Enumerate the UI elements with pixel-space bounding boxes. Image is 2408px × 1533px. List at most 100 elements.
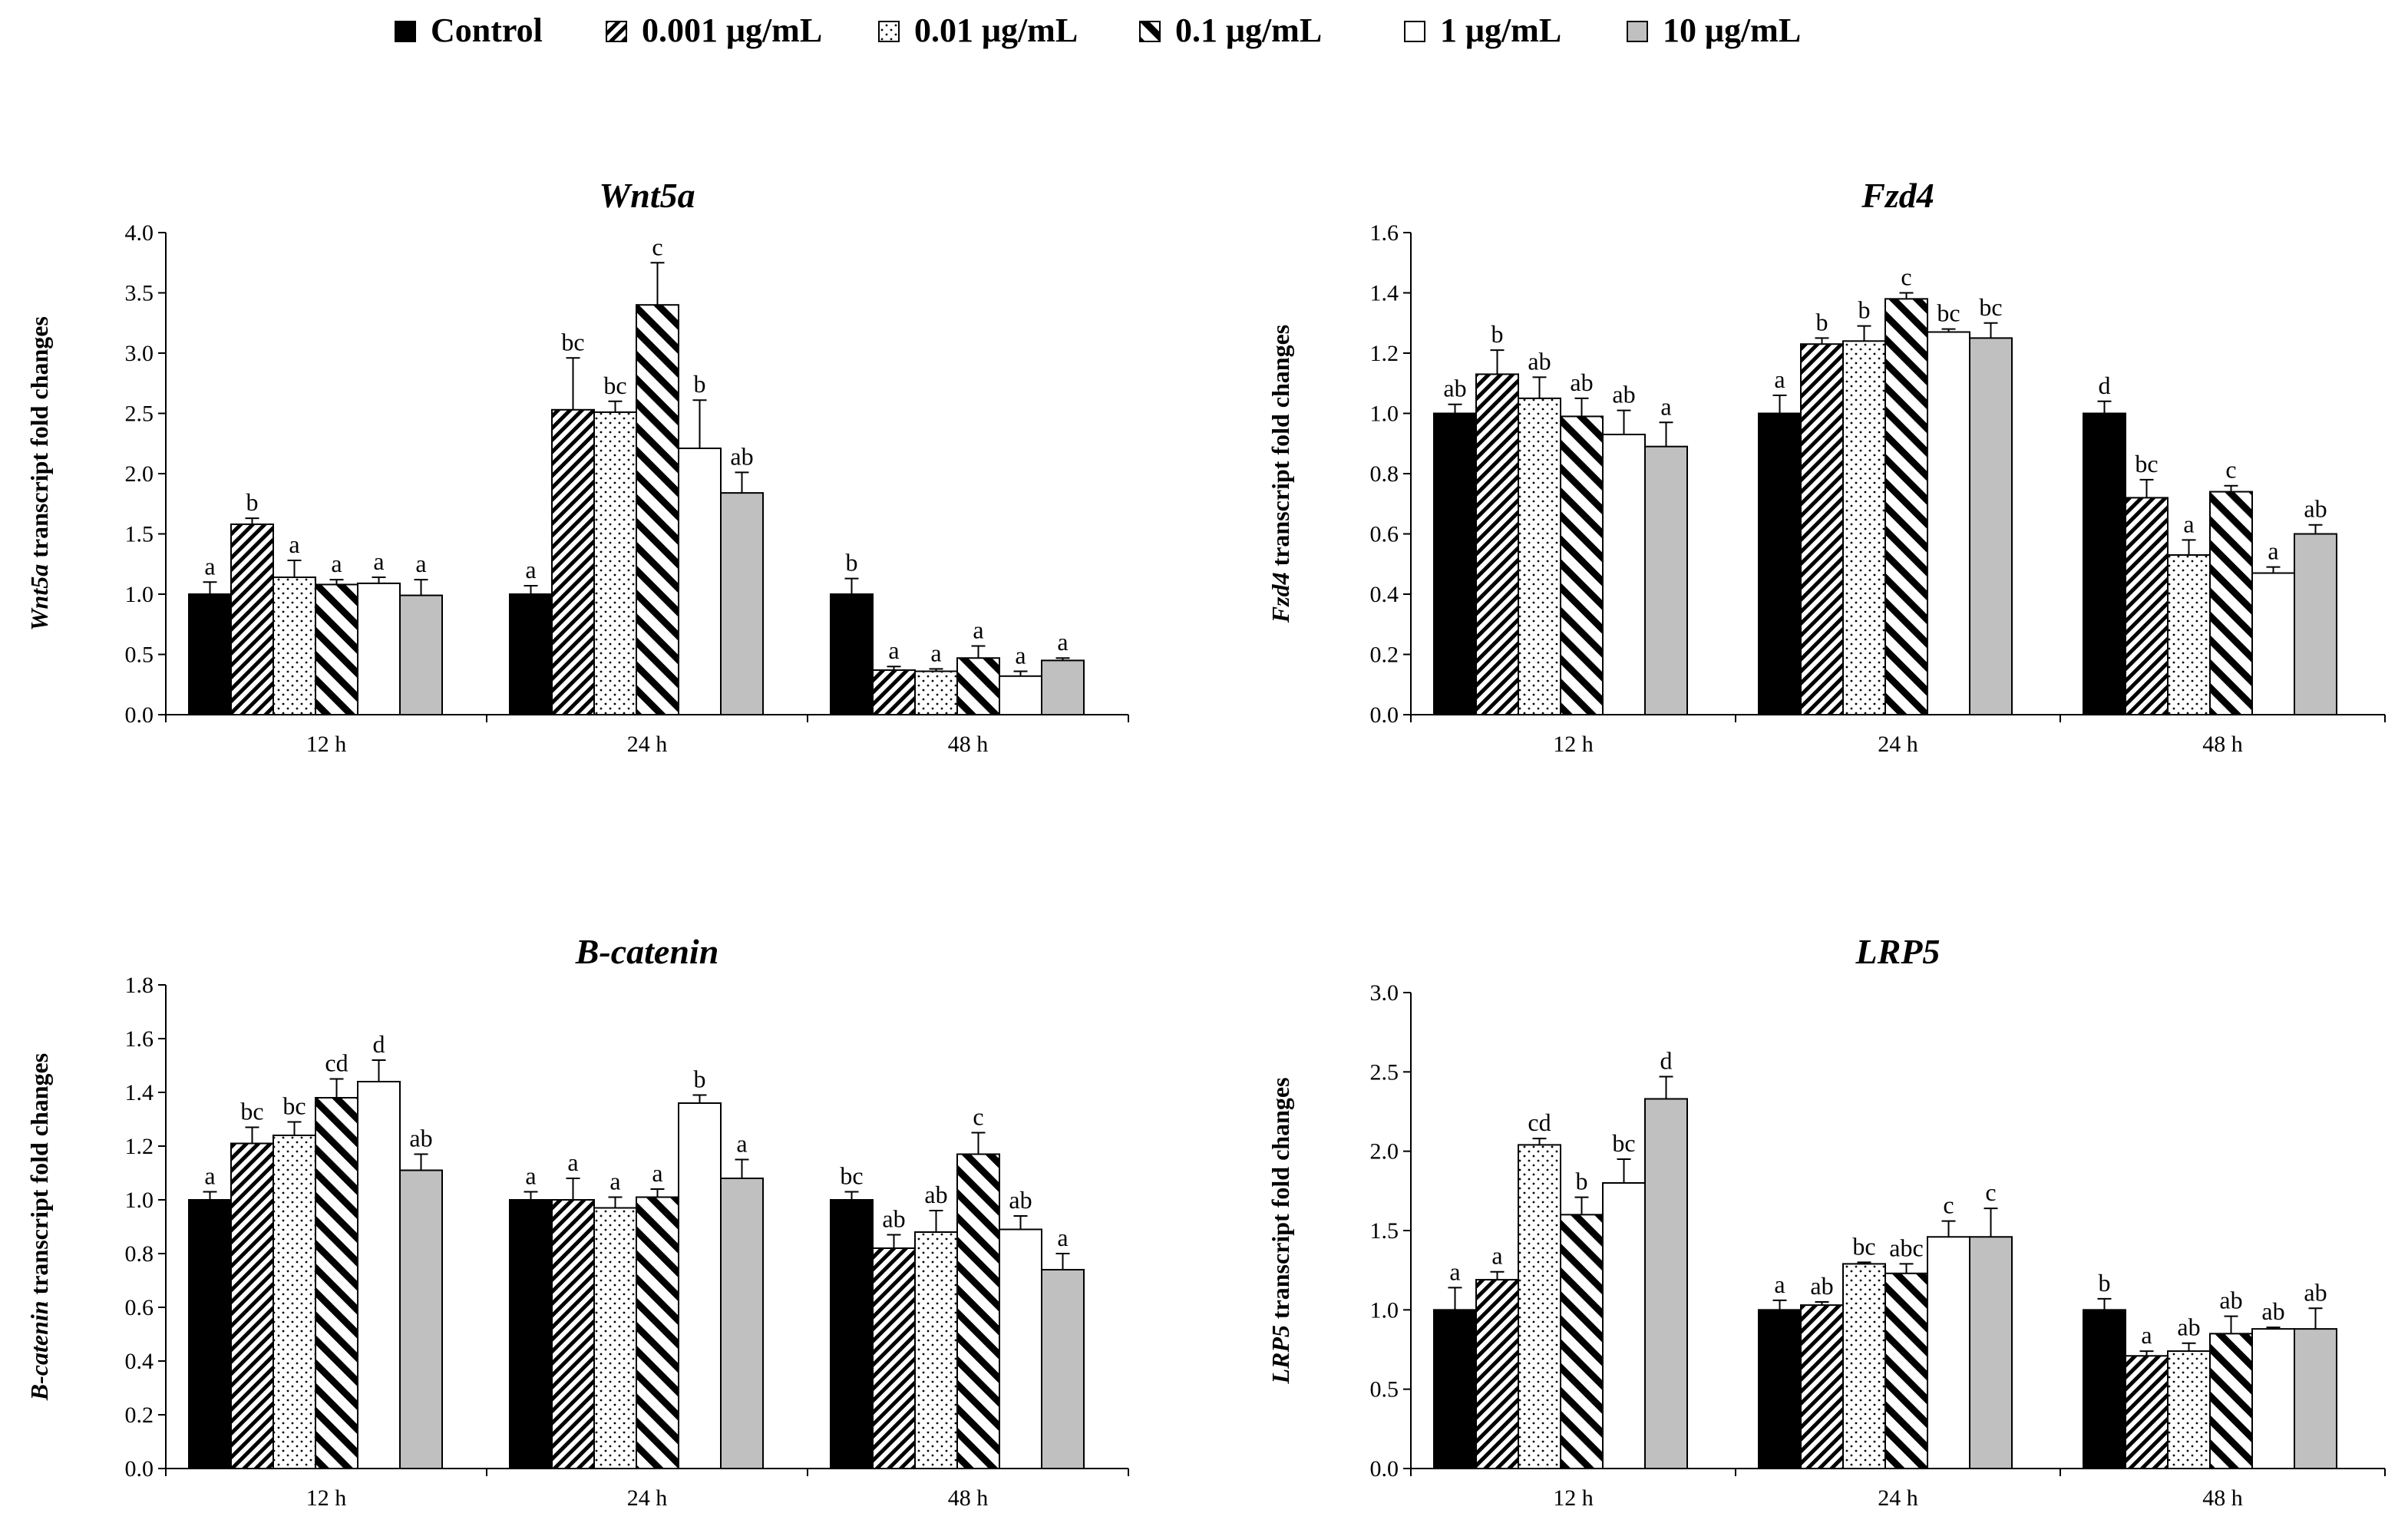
y-tick-label: 0.5 [125,643,154,668]
legend-label: 0.001 μg/mL [642,12,822,49]
significance-label: c [1943,1191,1954,1219]
legend-label: 0.1 μg/mL [1175,12,1322,49]
significance-label: bc [1612,1129,1635,1157]
x-tick-label-48-h: 48 h [948,732,989,757]
significance-label: ab [1612,381,1635,408]
y-tick-label: 2.0 [1370,1139,1399,1165]
bar-b-catenin-48-h-10-g-ml [1041,1269,1085,1469]
bar-fzd4-24-h-control [1758,412,1802,715]
legend-swatch [1627,21,1648,42]
bar-fzd4-24-h-0-01-g-ml [1842,340,1886,716]
significance-label: b [246,488,259,516]
significance-label: a [2141,1321,2152,1349]
bar-lrp5-48-h-0-1-g-ml [2209,1333,2253,1469]
x-tick-label-48-h: 48 h [948,1485,989,1511]
chart-fzd4: Fzd4 Fzd4 transcript fold changes 0.0 0.2 0.… [1267,176,2386,757]
chart-title: Fzd4 [1861,176,1934,215]
legend-swatch [395,21,416,42]
bar-fzd4-24-h-10-g-ml [1969,337,2013,715]
chart-title: Wnt5a [599,176,695,215]
significance-label: a [415,550,426,577]
x-tick-label-12-h: 12 h [1553,1485,1594,1511]
significance-label: ab [924,1181,947,1208]
legend-swatch [1139,21,1161,42]
y-tick-label: 1.4 [1370,281,1399,306]
x-tick-label-48-h: 48 h [2202,732,2243,757]
x-tick-label-12-h: 12 h [306,732,347,757]
significance-label: bc [561,328,584,355]
legend-label: 1 μg/mL [1440,12,1561,49]
y-tick-label: 1.6 [1370,220,1399,246]
significance-label: a [736,1130,747,1158]
bar-b-catenin-12-h-0-1-g-ml [315,1097,358,1469]
bar-wnt5a-48-h-1-g-ml [999,675,1042,716]
bar-lrp5-12-h-1-g-ml [1602,1182,1646,1469]
bar-lrp5-24-h-10-g-ml [1969,1236,2013,1469]
significance-label: d [1660,1047,1673,1075]
y-tick-label: 0.2 [125,1402,154,1428]
significance-label: bc [1852,1232,1875,1260]
significance-label: a [204,1162,215,1190]
significance-label: ab [730,442,753,470]
significance-label: ab [1528,347,1551,375]
y-tick-label: 0.2 [1370,643,1399,668]
bar-b-catenin-24-h-0-01-g-ml [593,1207,637,1469]
bar-wnt5a-12-h-0-1-g-ml [315,583,358,715]
y-tick-label: 3.5 [125,281,154,306]
bar-wnt5a-24-h-0-01-g-ml [593,411,637,715]
bar-wnt5a-48-h-0-1-g-ml [956,657,1000,716]
y-tick-label: 1.4 [125,1080,154,1105]
legend-label: 10 μg/mL [1663,12,1801,49]
bar-wnt5a-24-h-control [509,593,553,715]
bar-fzd4-48-h-10-g-ml [2294,533,2337,715]
bar-wnt5a-48-h-control [830,593,874,715]
bar-lrp5-12-h-0-1-g-ml [1560,1214,1604,1469]
significance-label: abc [1889,1234,1923,1261]
significance-label: ab [2219,1287,2242,1314]
bar-b-catenin-12-h-0-01-g-ml [273,1135,316,1469]
significance-label: ab [1443,375,1466,402]
chart-b-catenin: B-catenin B-catenin transcript fold chang… [25,932,1129,1511]
bar-b-catenin-24-h-control [509,1199,553,1469]
bar-wnt5a-24-h-0-1-g-ml [636,304,679,715]
bar-fzd4-12-h-0-001-g-ml [1475,373,1519,715]
bar-b-catenin-24-h-0-001-g-ml [551,1199,595,1469]
significance-label: b [1816,308,1828,335]
y-tick-label: 1.6 [125,1026,154,1052]
bar-b-catenin-48-h-0-01-g-ml [914,1231,958,1469]
legend-item-10-g-ml: 10 μg/mL [1627,12,1801,49]
significance-label: d [2099,372,2111,399]
bar-lrp5-12-h-0-01-g-ml [1518,1144,1561,1469]
significance-label: a [1057,628,1068,656]
legend-item-0-1-g-ml: 0.1 μg/mL [1139,12,1322,49]
bar-fzd4-24-h-0-1-g-ml [1884,298,1928,716]
bar-wnt5a-24-h-10-g-ml [720,492,764,715]
bar-fzd4-48-h-0-1-g-ml [2209,491,2253,715]
y-tick-label: 2.0 [125,461,154,487]
significance-label: a [1491,1242,1502,1270]
significance-label: ab [1570,368,1593,396]
y-axis-label: Wnt5a transcript fold changes [25,316,53,631]
significance-label: a [1660,392,1671,420]
bar-wnt5a-12-h-0-001-g-ml [230,523,274,715]
bar-b-catenin-12-h-1-g-ml [357,1081,401,1469]
significance-label: a [1774,365,1785,393]
significance-label: b [846,549,858,577]
significance-label: ab [2304,1278,2327,1306]
bar-lrp5-12-h-10-g-ml [1644,1098,1688,1469]
significance-label: ab [409,1125,432,1152]
legend-item-1-g-ml: 1 μg/mL [1404,12,1561,49]
x-tick-label-24-h: 24 h [627,1485,668,1511]
bar-lrp5-48-h-0-001-g-ml [2125,1355,2169,1469]
bar-fzd4-48-h-1-g-ml [2251,572,2295,716]
x-tick-label-24-h: 24 h [627,732,668,757]
significance-label: a [567,1148,578,1176]
y-tick-label: 1.8 [125,973,154,998]
bar-wnt5a-48-h-0-01-g-ml [914,670,958,715]
bar-wnt5a-12-h-10-g-ml [399,594,443,715]
bar-lrp5-12-h-control [1433,1309,1477,1469]
significance-label: a [1774,1270,1785,1298]
x-tick-label-24-h: 24 h [1878,732,1918,757]
bar-fzd4-12-h-control [1433,412,1477,715]
y-axis-label: B-catenin transcript fold changes [25,1053,53,1401]
